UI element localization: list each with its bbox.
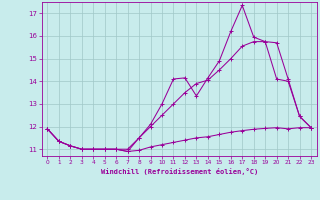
X-axis label: Windchill (Refroidissement éolien,°C): Windchill (Refroidissement éolien,°C) <box>100 168 258 175</box>
